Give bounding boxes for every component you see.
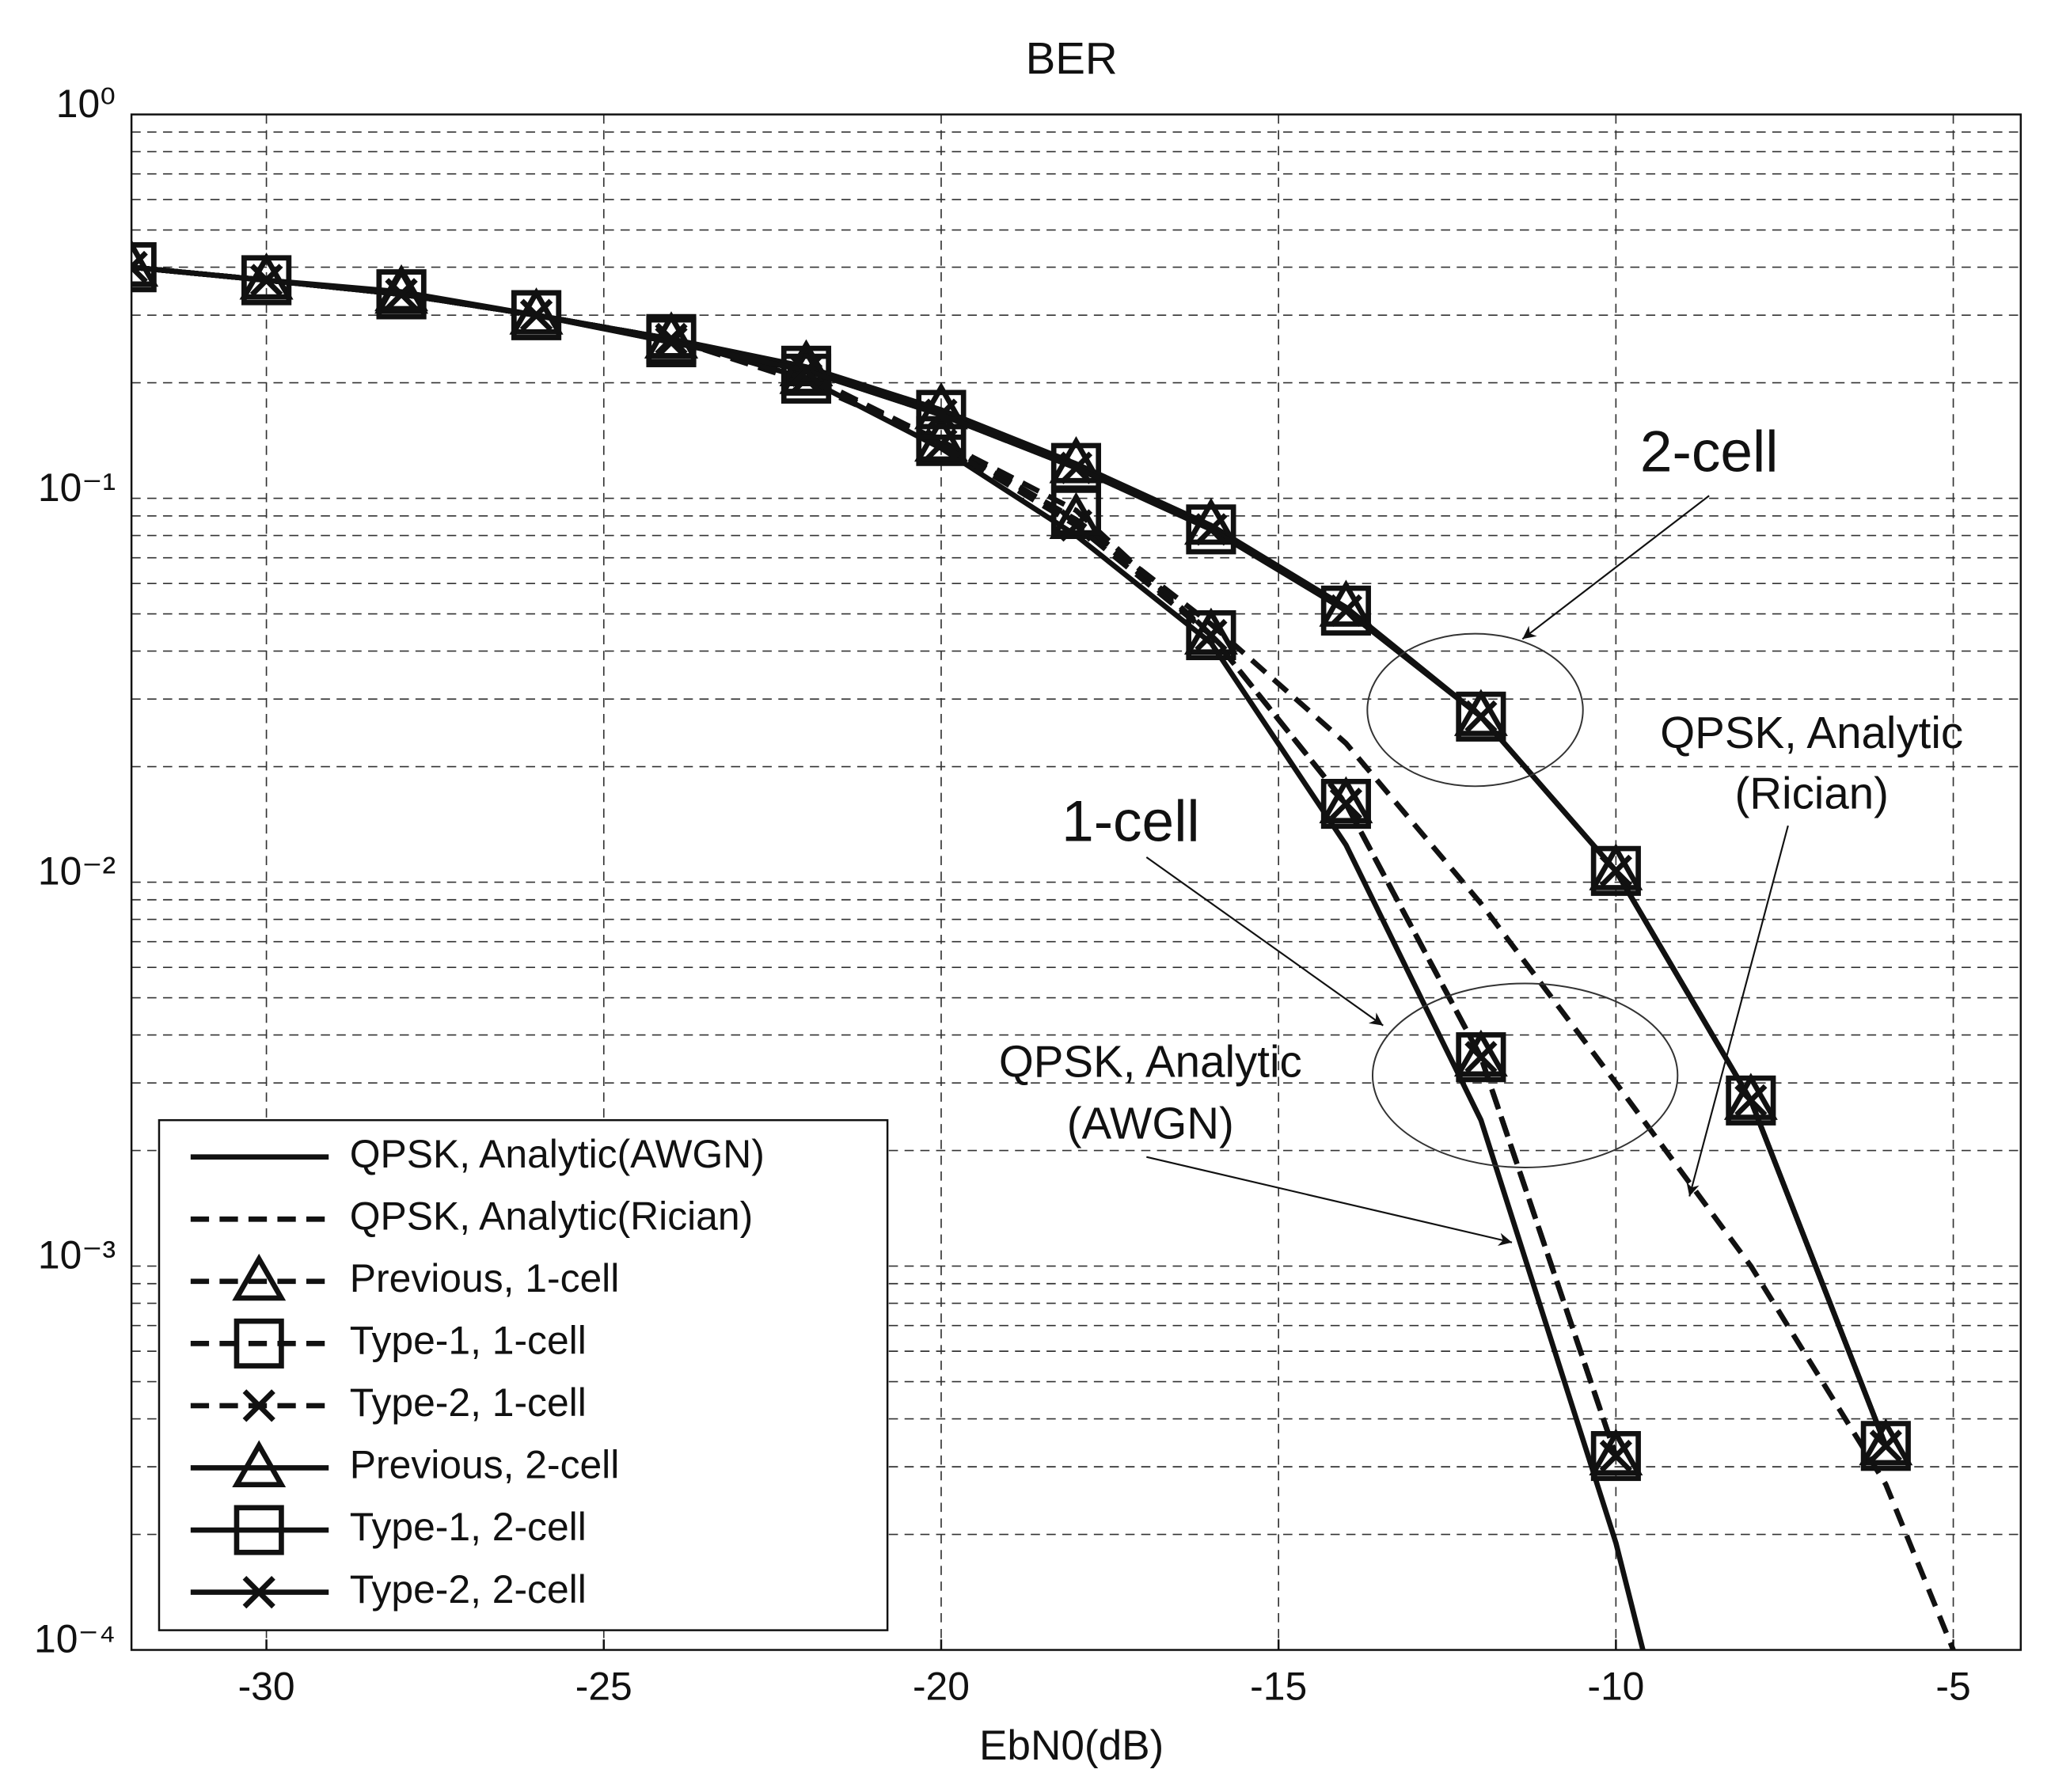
marker-x	[1599, 1439, 1632, 1473]
x-tick-label: -20	[913, 1665, 970, 1709]
x-tick-label: -5	[1935, 1665, 1970, 1709]
marker-triangle	[1183, 607, 1238, 655]
marker-x	[1464, 700, 1498, 733]
marker-x	[1599, 854, 1632, 887]
marker-square	[1186, 504, 1236, 555]
arrow	[1686, 825, 1789, 1197]
legend: QPSK, Analytic(AWGN) QPSK, Analytic(Ricia…	[158, 1118, 889, 1631]
plot-frame	[130, 113, 2023, 1651]
y-tick-label: 10⁻⁴	[34, 1617, 116, 1661]
marker-square	[1590, 845, 1641, 896]
marker-square	[234, 1505, 284, 1555]
marker-triangle	[374, 264, 429, 312]
series-line	[131, 264, 1889, 1447]
marker-triangle	[232, 1440, 287, 1487]
x-tick-label: -25	[575, 1665, 632, 1709]
annotations: 2-cell 1-cell QPSK, Analytic (Rician) QP…	[999, 420, 1963, 1246]
marker-square	[1186, 609, 1236, 661]
ellipse	[1371, 982, 1679, 1168]
x-tick-label: -10	[1587, 1665, 1644, 1709]
grid: -30 -25 -20 -15 -10 -5 10⁻⁴ 10⁻³ 10⁻² 10⁻¹ 10⁰	[34, 82, 2021, 1709]
arrow	[1521, 495, 1710, 640]
marker-x	[1195, 618, 1228, 652]
marker-square	[646, 317, 697, 367]
marker-x	[1734, 1084, 1768, 1117]
marker-square	[1456, 1032, 1506, 1083]
marker-x	[655, 325, 688, 359]
annotation: (Rician)	[1734, 769, 1889, 818]
marker-x	[789, 354, 823, 387]
marker-triangle	[779, 339, 834, 387]
marker-triangle	[232, 1253, 287, 1301]
y-tick-label: 10⁰	[56, 82, 116, 126]
chart-title: BER	[1026, 33, 1118, 83]
y-tick-label: 10⁻²	[38, 849, 116, 894]
annotation: QPSK, Analytic	[1660, 708, 1963, 757]
marker-x	[1329, 787, 1363, 821]
marker-square	[1726, 1075, 1776, 1126]
plot-area	[131, 239, 1956, 1650]
marker-x	[1059, 451, 1093, 484]
y-tick-label: 10⁻¹	[38, 465, 116, 510]
marker-triangle	[1723, 1073, 1778, 1120]
marker-triangle	[1859, 1418, 1913, 1466]
legend-label: QPSK, Analytic(AWGN)	[350, 1132, 765, 1176]
legend-label: Previous, 2-cell	[350, 1443, 620, 1487]
marker-x	[1329, 594, 1363, 628]
x-tick-label: -15	[1250, 1665, 1307, 1709]
annotation: (AWGN)	[1067, 1098, 1234, 1148]
marker-x	[519, 298, 553, 332]
marker-x	[385, 278, 418, 311]
marker-x	[1869, 1429, 1902, 1463]
legend-label: Type-2, 2-cell	[350, 1567, 587, 1612]
marker-square	[1456, 691, 1506, 742]
marker-triangle	[131, 239, 159, 287]
marker-square	[511, 290, 562, 340]
marker-x	[249, 264, 283, 297]
marker-square	[916, 416, 967, 466]
marker-square	[234, 1318, 284, 1369]
arrow	[1146, 1156, 1513, 1246]
legend-label: QPSK, Analytic(Rician)	[350, 1194, 753, 1238]
marker-triangle	[1319, 776, 1373, 824]
x-tick-label: -30	[238, 1665, 295, 1709]
marker-x	[925, 398, 958, 431]
marker-x	[131, 250, 148, 284]
annotation: QPSK, Analytic	[999, 1036, 1302, 1086]
arrow	[1145, 856, 1384, 1027]
marker-square	[916, 389, 967, 440]
marker-square	[1860, 1421, 1911, 1471]
marker-x	[242, 1575, 275, 1609]
legend-label: Type-1, 1-cell	[350, 1319, 587, 1363]
marker-triangle	[644, 311, 698, 359]
legend-label: Previous, 1-cell	[350, 1256, 620, 1300]
ellipse	[1366, 632, 1584, 788]
marker-triangle	[1589, 1428, 1643, 1476]
marker-x	[1464, 1041, 1498, 1074]
y-tick-label: 10⁻³	[38, 1233, 116, 1278]
marker-x	[1195, 513, 1228, 546]
marker-square	[1320, 585, 1371, 636]
annotation: 1-cell	[1062, 789, 1200, 853]
marker-triangle	[1453, 689, 1508, 736]
legend-label: Type-2, 1-cell	[350, 1380, 587, 1425]
marker-x	[242, 1389, 275, 1422]
marker-x	[1059, 509, 1093, 542]
legend-label: Type-1, 2-cell	[350, 1505, 587, 1549]
marker-square	[1320, 779, 1371, 830]
marker-triangle	[1453, 1029, 1508, 1077]
marker-square	[1050, 442, 1102, 493]
annotation: 2-cell	[1640, 420, 1779, 484]
marker-square	[1590, 1430, 1641, 1482]
marker-triangle	[1589, 843, 1643, 890]
x-axis-label: EbN0(dB)	[979, 1722, 1164, 1769]
marker-square	[781, 345, 832, 396]
